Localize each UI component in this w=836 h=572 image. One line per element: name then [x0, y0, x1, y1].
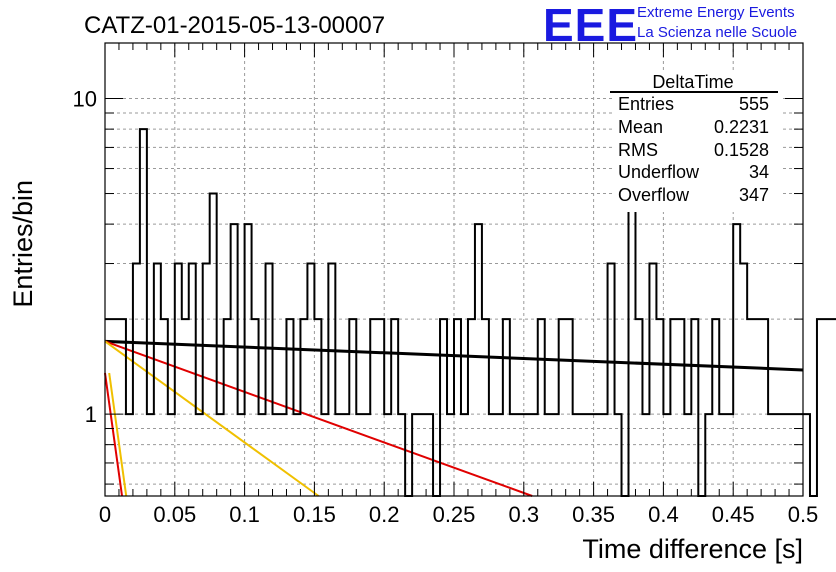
stats-value-mean: 0.2231	[714, 117, 769, 137]
x-tick-labels: 0 0.05 0.1 0.15 0.2 0.25 0.3 0.35 0.4 0.45 0.5	[99, 502, 818, 527]
x-tick-label: 0.1	[229, 502, 260, 527]
fit-curve	[104, 340, 320, 497]
x-tick-label: 0.5	[788, 502, 819, 527]
x-tick-label: 0.05	[153, 502, 196, 527]
stats-value-overflow: 347	[739, 185, 769, 205]
stats-title: DeltaTime	[652, 72, 733, 92]
eee-logo-line1: Extreme Energy Events	[637, 4, 795, 21]
stats-label-underflow: Underflow	[618, 162, 700, 182]
stats-box: DeltaTime Entries 555 Mean 0.2231 RMS 0.…	[610, 70, 780, 212]
x-tick-label: 0.15	[293, 502, 336, 527]
fit-curve	[104, 340, 533, 497]
stats-value-entries: 555	[739, 94, 769, 114]
eee-logo-mark: EEE	[543, 0, 639, 51]
histogram-series	[105, 128, 836, 497]
x-tick-label: 0.35	[572, 502, 615, 527]
stats-label-rms: RMS	[618, 140, 658, 160]
x-axis-label: Time difference [s]	[582, 534, 803, 564]
y-tick-label: 10	[73, 87, 97, 112]
axis-ticks	[104, 43, 804, 496]
y-axis-label: Entries/bin	[8, 180, 38, 308]
fit-curve	[108, 372, 128, 497]
x-tick-label: 0.2	[369, 502, 400, 527]
y-tick-label: 1	[85, 402, 97, 427]
x-tick-label: 0.25	[433, 502, 476, 527]
chart-title: CATZ-01-2015-05-13-00007	[84, 12, 385, 39]
eee-logo-line2: La Scienza nelle Scuole	[637, 24, 798, 41]
stats-label-mean: Mean	[618, 117, 663, 137]
stats-label-overflow: Overflow	[618, 185, 690, 205]
x-tick-label: 0.3	[509, 502, 540, 527]
eee-logo-text: Extreme Energy Events La Scienza nelle S…	[637, 3, 797, 43]
x-tick-label: 0	[99, 502, 111, 527]
y-tick-labels: 1 10	[73, 87, 97, 428]
fit-curve	[104, 372, 124, 497]
x-tick-label: 0.4	[648, 502, 679, 527]
stats-label-entries: Entries	[618, 94, 674, 114]
x-tick-label: 0.45	[712, 502, 755, 527]
stats-value-underflow: 34	[749, 162, 769, 182]
stats-value-rms: 0.1528	[714, 140, 769, 160]
stats-box-background	[613, 70, 780, 212]
